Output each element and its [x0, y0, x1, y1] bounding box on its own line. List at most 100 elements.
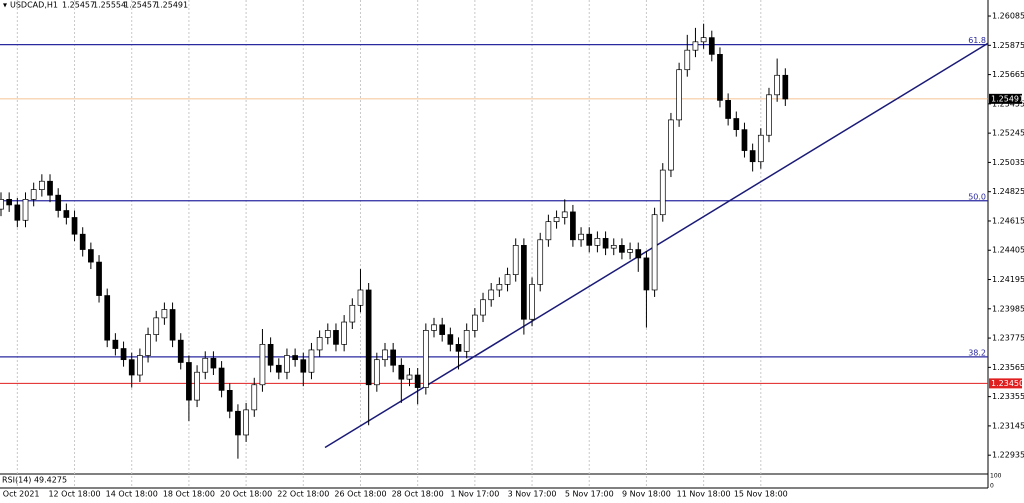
candle-body [373, 359, 380, 386]
x-tick-label: 8 Oct 2021 [0, 490, 40, 499]
candle-body [529, 284, 535, 320]
y-tick-label: 1.23565 [992, 363, 1024, 372]
candle-body [700, 37, 707, 43]
candle-body [684, 49, 691, 71]
current-price-box [989, 93, 1022, 104]
candle-body [439, 324, 446, 335]
candle-body [145, 334, 151, 356]
dropdown-icon[interactable]: ▾ [3, 1, 7, 10]
candle-body [414, 374, 421, 388]
fib-label: 61.8 [968, 36, 986, 45]
y-tick-label: 1.24615 [992, 216, 1024, 225]
candle-body [521, 245, 527, 320]
y-tick-label: 1.23775 [992, 334, 1024, 343]
candle-body [226, 390, 233, 412]
candle-body [733, 118, 740, 131]
candle-body [79, 233, 86, 250]
candle-body [316, 337, 323, 351]
candle-body [480, 299, 486, 316]
fib-label: 38.2 [968, 348, 986, 357]
x-tick-label: 22 Oct 18:00 [277, 490, 329, 499]
candle-body [22, 199, 29, 221]
candle-body [38, 180, 45, 190]
candle-body [431, 324, 437, 331]
y-tick-label: 1.23355 [992, 392, 1024, 401]
candle-body [186, 362, 192, 401]
header-value: 1.25457 [62, 1, 95, 10]
candle-body [472, 314, 478, 331]
candle-body [447, 334, 454, 345]
price-label: 1.23450 [991, 379, 1024, 388]
candle-body [210, 357, 217, 369]
candle-body [300, 359, 307, 373]
y-tick-label: 1.25665 [992, 70, 1024, 79]
candle-body [153, 317, 160, 335]
candle-body [463, 330, 470, 352]
x-tick-label: 26 Oct 18:00 [334, 490, 386, 499]
candle-body [561, 211, 568, 218]
candle-body [610, 245, 617, 249]
candle-body [235, 410, 241, 436]
current-price-label: 1.25491 [991, 94, 1024, 103]
candle-body [708, 37, 715, 55]
candle-body [324, 330, 331, 338]
candle-body [406, 374, 413, 380]
candle-body [104, 295, 111, 341]
candle-body [757, 134, 764, 163]
candle-body [267, 343, 274, 366]
candle-body [488, 289, 495, 301]
y-tick-label: 1.24825 [992, 187, 1024, 196]
candle-body [749, 150, 756, 163]
x-tick-label: 20 Oct 18:00 [220, 490, 272, 499]
header-value: 1.25554 [93, 1, 126, 10]
candle-body [627, 249, 633, 253]
y-tick-label: 1.25455 [992, 99, 1024, 108]
rsi-tick-label: 0 [990, 483, 994, 490]
candle-body [651, 214, 658, 291]
candle-body [741, 129, 748, 151]
candle-body [63, 210, 70, 218]
candle-body [202, 357, 209, 373]
x-tick-label: 14 Oct 18:00 [106, 490, 158, 499]
candle-body [635, 249, 642, 259]
candle-body [594, 238, 601, 246]
candle-body [177, 339, 184, 363]
candle-body [161, 309, 168, 319]
header-value: 1.25491 [155, 1, 188, 10]
candle-body [341, 321, 347, 345]
candle-body [659, 169, 666, 216]
candle-body [55, 194, 62, 211]
candle-body [455, 343, 462, 352]
candle-body [275, 364, 282, 373]
candle-body [725, 100, 731, 119]
candle-body [6, 199, 13, 206]
candle-body [357, 289, 364, 306]
candle-body [292, 355, 298, 361]
candle-body [194, 371, 200, 401]
candle-body [218, 367, 225, 391]
candle-body [30, 189, 37, 200]
x-tick-label: 28 Oct 18:00 [392, 490, 444, 499]
candle-body [537, 239, 544, 285]
y-tick-label: 1.24405 [992, 246, 1024, 255]
candle-body [390, 349, 397, 366]
x-tick-label: 15 Nov 18:00 [734, 490, 788, 499]
fib-label: 50.0 [968, 192, 986, 201]
rsi-tick-label: 100 [990, 473, 1002, 480]
x-tick-label: 12 Oct 18:00 [48, 490, 100, 499]
candle-body [14, 204, 21, 221]
candle-body [774, 74, 781, 96]
candle-body [128, 359, 135, 376]
candle-body [259, 343, 266, 386]
candle-body [71, 217, 78, 235]
candle-body [349, 304, 356, 323]
candle-body [504, 274, 511, 285]
y-tick-label: 1.25875 [992, 41, 1024, 50]
y-tick-label: 1.25245 [992, 129, 1024, 138]
y-tick-label: 1.26085 [992, 12, 1024, 21]
candle-body [88, 249, 94, 263]
candle-body [422, 330, 429, 388]
candle-body [578, 233, 584, 241]
candle-body [284, 355, 290, 373]
candle-body [137, 355, 143, 376]
